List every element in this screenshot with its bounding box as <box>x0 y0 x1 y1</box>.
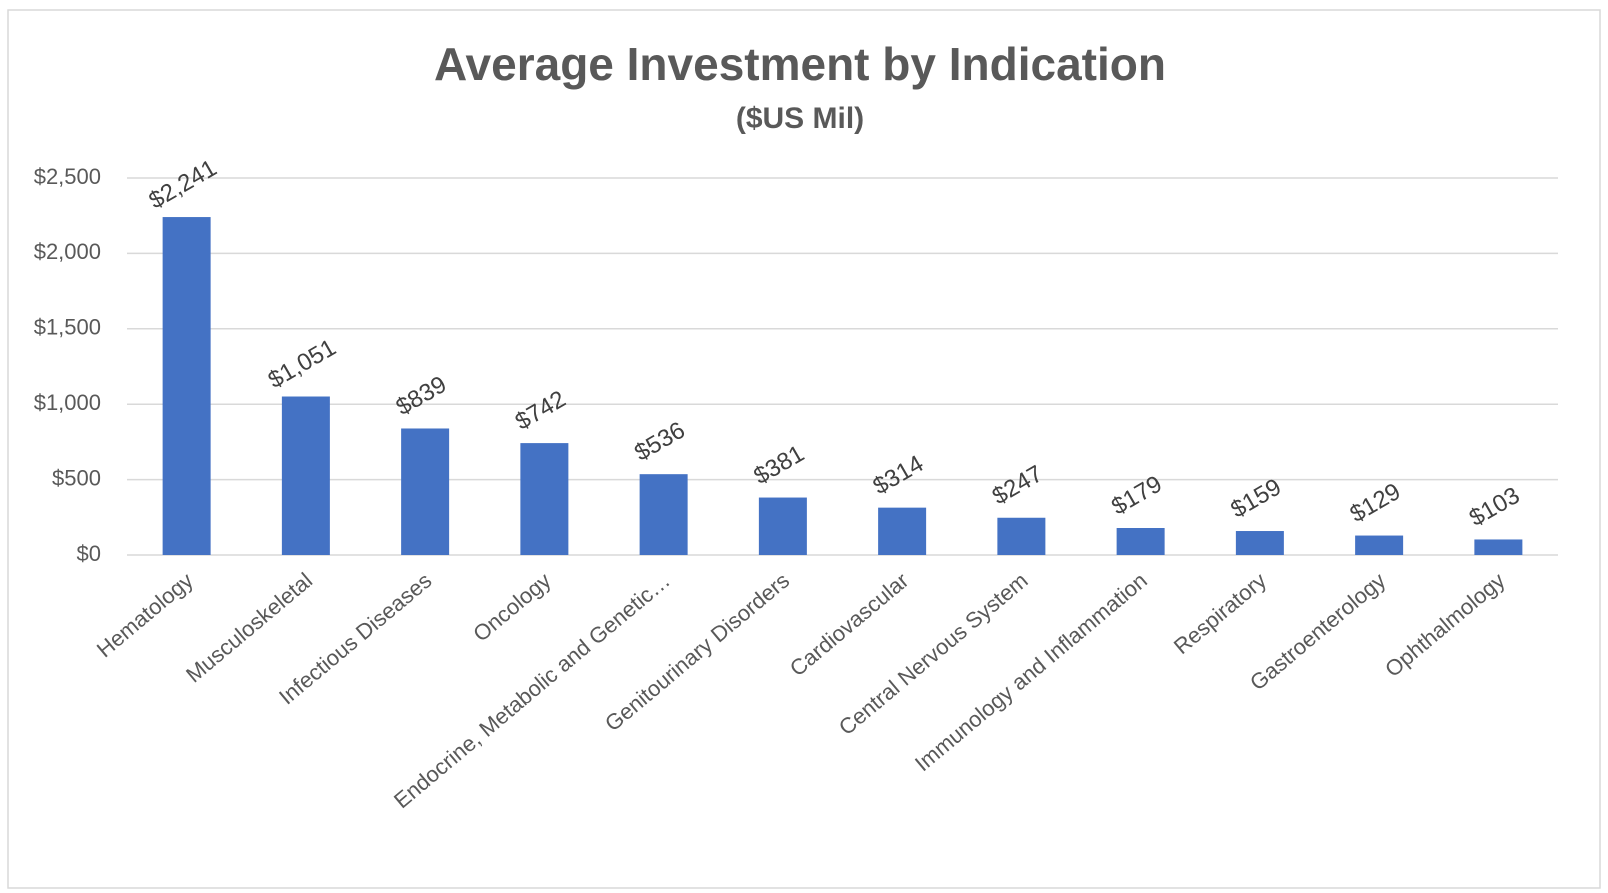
y-tick-label: $2,500 <box>34 164 101 189</box>
chart-subtitle: ($US Mil) <box>736 102 864 135</box>
y-tick-label: $1,000 <box>34 390 101 415</box>
bar <box>281 396 330 555</box>
y-tick-label: $1,500 <box>34 315 101 340</box>
bar <box>1474 539 1523 555</box>
bar <box>1116 528 1165 555</box>
bar <box>1355 535 1404 555</box>
bar <box>639 474 688 555</box>
chart-border <box>7 9 1601 889</box>
bar <box>997 517 1046 555</box>
y-tick-label: $500 <box>52 465 101 490</box>
chart-title: Average Investment by Indication <box>434 38 1166 90</box>
bar <box>758 497 807 555</box>
bar <box>878 507 927 555</box>
bar <box>1235 531 1284 555</box>
bar <box>520 443 569 555</box>
y-tick-label: $2,000 <box>34 239 101 264</box>
y-tick-label: $0 <box>77 541 101 566</box>
bar <box>401 428 450 555</box>
bar <box>162 217 211 556</box>
